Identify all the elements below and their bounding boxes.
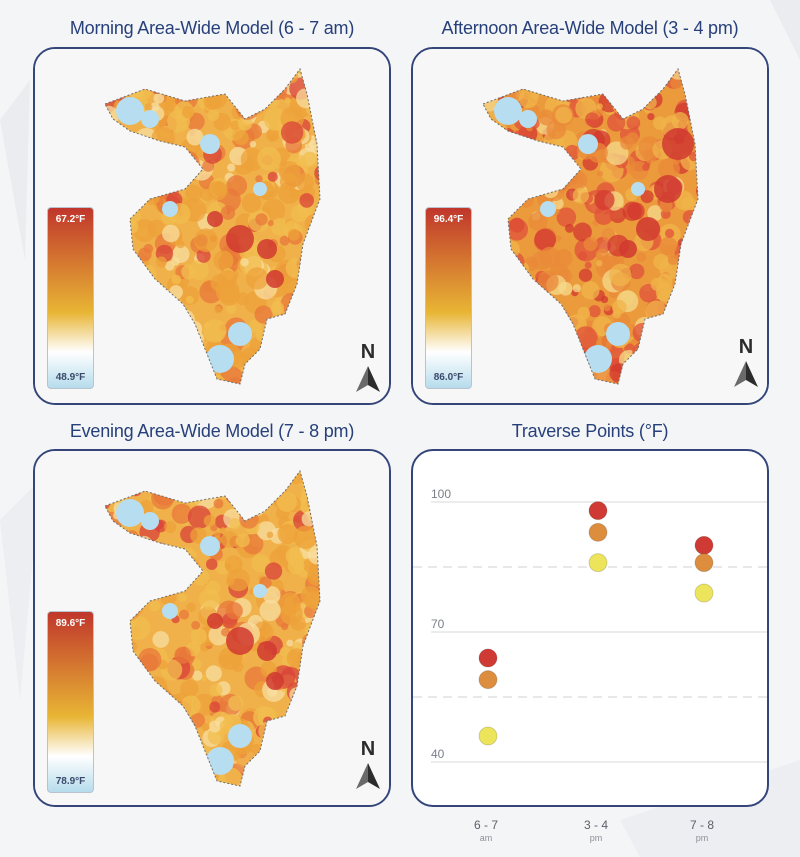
x-tick-time: 3 - 4 bbox=[583, 818, 608, 832]
cool-spot bbox=[206, 345, 234, 373]
cool-spot bbox=[206, 747, 234, 775]
cool-spot bbox=[631, 182, 645, 196]
x-tick-time: 7 - 8 bbox=[689, 818, 714, 832]
cool-spot bbox=[162, 201, 178, 217]
map-panel-morning: 67.2°F 48.9°F N bbox=[33, 47, 391, 405]
north-arrow-icon bbox=[356, 763, 380, 789]
cool-spot bbox=[141, 512, 159, 530]
x-tick-label: 7 - 8 pm bbox=[672, 818, 732, 843]
data-point bbox=[478, 648, 498, 668]
x-tick-label: 6 - 7 am bbox=[456, 818, 516, 843]
north-indicator: N bbox=[731, 336, 761, 394]
cool-spot bbox=[606, 322, 630, 346]
y-tick-label: 100 bbox=[431, 487, 451, 501]
hot-spot bbox=[266, 672, 284, 690]
hot-spot bbox=[226, 627, 254, 655]
region-boundary bbox=[482, 67, 699, 385]
x-tick-period: am bbox=[479, 833, 493, 843]
data-point bbox=[588, 522, 608, 542]
map-title-morning: Morning Area-Wide Model (6 - 7 am) bbox=[69, 18, 355, 38]
heat-map bbox=[35, 451, 389, 805]
y-tick-label: 70 bbox=[431, 617, 445, 631]
north-arrow-icon bbox=[734, 361, 758, 387]
temperature-legend: 89.6°F 78.9°F bbox=[47, 611, 94, 793]
y-tick-label: 40 bbox=[431, 747, 445, 761]
legend-min-label: 48.9°F bbox=[55, 372, 86, 383]
data-point bbox=[588, 501, 608, 521]
hot-spot bbox=[257, 239, 277, 259]
cool-spot bbox=[141, 110, 159, 128]
north-indicator: N bbox=[353, 341, 383, 399]
map-title-evening: Evening Area-Wide Model (7 - 8 pm) bbox=[69, 421, 355, 441]
north-label: N bbox=[738, 336, 754, 358]
hot-spot bbox=[636, 217, 660, 241]
x-tick-period: pm bbox=[589, 833, 603, 843]
cool-spot bbox=[253, 584, 267, 598]
cool-spot bbox=[116, 499, 144, 527]
cool-spot bbox=[162, 603, 178, 619]
map-panel-evening: 89.6°F 78.9°F N bbox=[33, 449, 391, 807]
traverse-points-chart: 100 70 40 bbox=[411, 449, 769, 807]
legend-min-label: 86.0°F bbox=[433, 372, 464, 383]
north-label: N bbox=[360, 341, 376, 363]
data-point bbox=[478, 670, 498, 690]
x-tick-label: 3 - 4 pm bbox=[566, 818, 626, 843]
cool-spot bbox=[228, 322, 252, 346]
cool-spot bbox=[253, 182, 267, 196]
temperature-legend: 67.2°F 48.9°F bbox=[47, 207, 94, 389]
chart-title: Traverse Points (°F) bbox=[511, 421, 669, 441]
north-arrow-icon bbox=[356, 366, 380, 392]
cool-spot bbox=[200, 134, 220, 154]
data-point bbox=[588, 553, 608, 573]
hot-spot bbox=[257, 641, 277, 661]
hot-spot bbox=[619, 240, 637, 258]
hot-spot bbox=[226, 225, 254, 253]
chart-plot-area: 100 70 40 bbox=[413, 487, 767, 763]
cool-spot bbox=[200, 536, 220, 556]
map-title-afternoon: Afternoon Area-Wide Model (3 - 4 pm) bbox=[441, 18, 739, 38]
x-tick-period: pm bbox=[695, 833, 709, 843]
north-indicator: N bbox=[353, 738, 383, 796]
hot-spot bbox=[207, 613, 223, 629]
map-panel-afternoon: 96.4°F 86.0°F N bbox=[411, 47, 769, 405]
data-point bbox=[694, 535, 714, 555]
legend-max-label: 96.4°F bbox=[433, 214, 464, 225]
cool-spot bbox=[519, 110, 537, 128]
cool-spot bbox=[228, 724, 252, 748]
legend-max-label: 67.2°F bbox=[55, 214, 86, 225]
legend-min-label: 78.9°F bbox=[55, 776, 86, 787]
data-point bbox=[694, 553, 714, 573]
temperature-legend: 96.4°F 86.0°F bbox=[425, 207, 472, 389]
data-point bbox=[478, 726, 498, 746]
region-boundary bbox=[104, 67, 321, 385]
hot-spot bbox=[207, 211, 223, 227]
hot-spot bbox=[662, 128, 694, 160]
data-point bbox=[694, 583, 714, 603]
north-label: N bbox=[360, 738, 376, 760]
hot-spot bbox=[266, 270, 284, 288]
cool-spot bbox=[578, 134, 598, 154]
cool-spot bbox=[116, 97, 144, 125]
cool-spot bbox=[540, 201, 556, 217]
hot-spot bbox=[654, 175, 682, 203]
cool-spot bbox=[494, 97, 522, 125]
region-boundary bbox=[104, 469, 321, 787]
heat-map bbox=[413, 49, 767, 403]
x-tick-time: 6 - 7 bbox=[473, 818, 498, 832]
legend-max-label: 89.6°F bbox=[55, 618, 86, 629]
heat-map bbox=[35, 49, 389, 403]
cool-spot bbox=[584, 345, 612, 373]
